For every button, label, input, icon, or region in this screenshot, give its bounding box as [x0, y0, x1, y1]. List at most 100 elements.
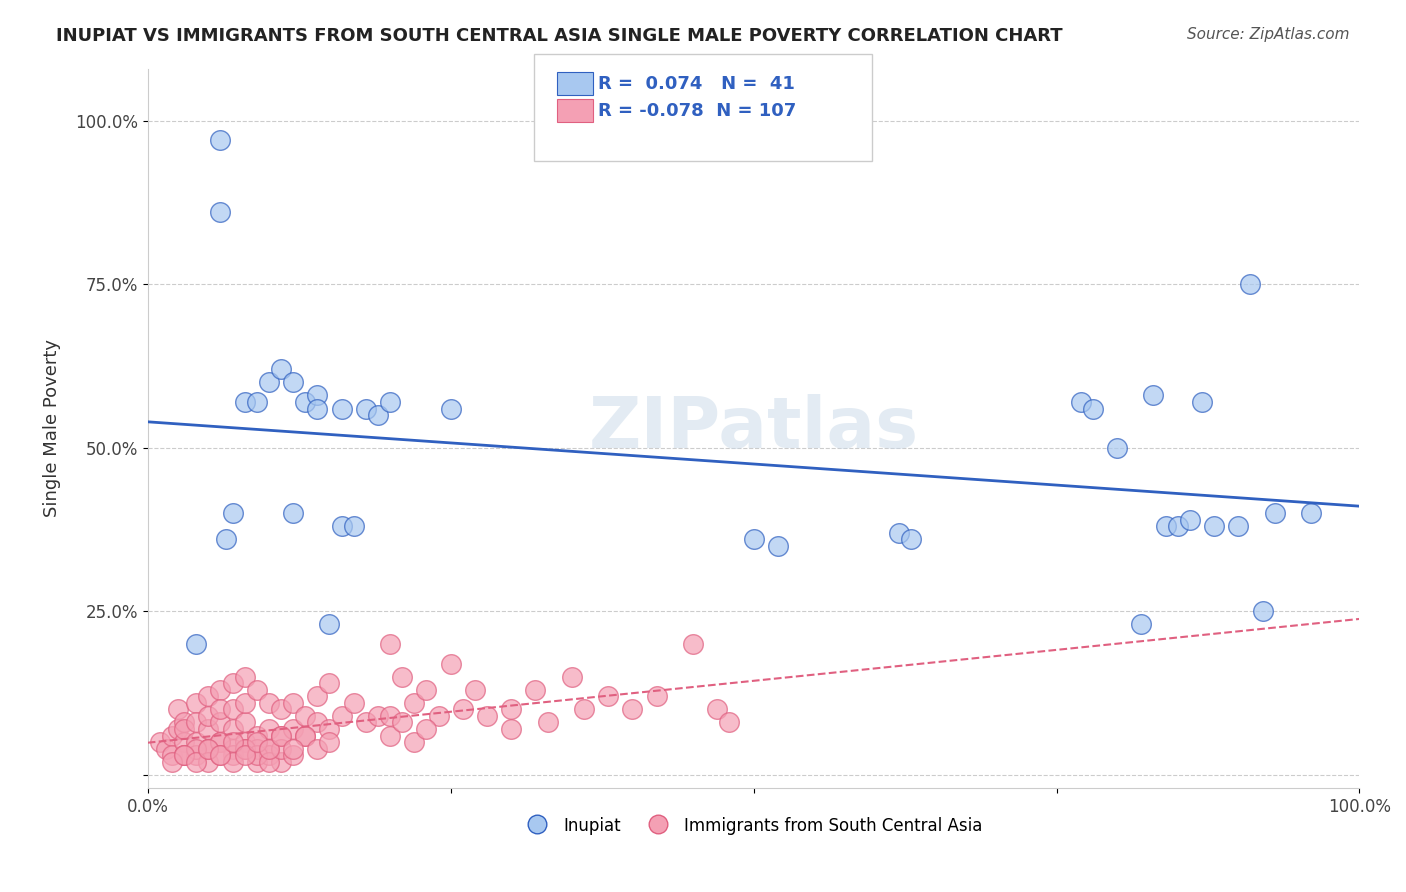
Text: R =  0.074   N =  41: R = 0.074 N = 41	[598, 75, 794, 93]
Point	[561, 670, 583, 684]
Point	[167, 702, 190, 716]
Point	[1130, 617, 1153, 632]
Point	[1142, 388, 1164, 402]
Point	[257, 755, 280, 769]
Point	[294, 395, 316, 409]
Point	[209, 702, 232, 716]
Point	[221, 506, 243, 520]
Point	[415, 722, 437, 736]
Point	[378, 729, 401, 743]
Point	[197, 741, 219, 756]
Point	[1070, 395, 1092, 409]
Point	[173, 715, 195, 730]
Point	[404, 696, 426, 710]
Point	[246, 748, 269, 763]
Point	[501, 722, 523, 736]
Point	[1227, 519, 1250, 533]
Point	[173, 735, 195, 749]
Point	[900, 533, 922, 547]
Point	[197, 741, 219, 756]
Point	[233, 395, 256, 409]
Point	[173, 722, 195, 736]
Point	[354, 715, 377, 730]
Point	[257, 741, 280, 756]
Point	[221, 702, 243, 716]
Point	[246, 755, 269, 769]
Point	[330, 401, 353, 416]
Point	[173, 748, 195, 763]
Point	[173, 748, 195, 763]
Point	[160, 748, 183, 763]
Point	[221, 676, 243, 690]
Point	[281, 696, 304, 710]
Point	[307, 388, 329, 402]
Point	[1107, 441, 1129, 455]
Point	[367, 408, 389, 422]
Point	[572, 702, 595, 716]
Point	[270, 741, 292, 756]
Point	[645, 690, 668, 704]
Point	[427, 709, 450, 723]
Point	[155, 741, 177, 756]
Point	[270, 755, 292, 769]
Point	[1178, 513, 1201, 527]
Point	[221, 722, 243, 736]
Point	[270, 729, 292, 743]
Point	[307, 690, 329, 704]
Point	[294, 729, 316, 743]
Point	[464, 682, 486, 697]
Point	[186, 748, 208, 763]
Point	[160, 755, 183, 769]
Point	[682, 637, 704, 651]
Point	[378, 709, 401, 723]
Point	[209, 715, 232, 730]
Point	[221, 748, 243, 763]
Point	[197, 709, 219, 723]
Point	[318, 735, 340, 749]
Point	[186, 735, 208, 749]
Point	[221, 741, 243, 756]
Point	[367, 709, 389, 723]
Point	[197, 722, 219, 736]
Point	[246, 735, 269, 749]
Point	[186, 696, 208, 710]
Point	[209, 205, 232, 219]
Point	[233, 735, 256, 749]
Text: Source: ZipAtlas.com: Source: ZipAtlas.com	[1187, 27, 1350, 42]
Point	[330, 519, 353, 533]
Point	[186, 715, 208, 730]
Point	[257, 696, 280, 710]
Point	[281, 376, 304, 390]
Point	[887, 525, 910, 540]
Point	[440, 401, 463, 416]
Point	[257, 741, 280, 756]
Point	[186, 755, 208, 769]
Point	[318, 722, 340, 736]
Text: R = -0.078  N = 107: R = -0.078 N = 107	[598, 102, 796, 120]
Point	[221, 755, 243, 769]
Point	[1167, 519, 1189, 533]
Point	[233, 670, 256, 684]
Point	[1251, 604, 1274, 618]
Point	[598, 690, 620, 704]
Point	[742, 533, 765, 547]
Point	[246, 395, 269, 409]
Point	[1191, 395, 1213, 409]
Point	[1299, 506, 1322, 520]
Point	[209, 682, 232, 697]
Point	[378, 637, 401, 651]
Point	[1154, 519, 1177, 533]
Point	[404, 735, 426, 749]
Point	[281, 506, 304, 520]
Point	[706, 702, 728, 716]
Point	[718, 715, 741, 730]
Point	[160, 729, 183, 743]
Point	[257, 748, 280, 763]
Point	[209, 133, 232, 147]
Point	[501, 702, 523, 716]
Point	[149, 735, 172, 749]
Point	[475, 709, 498, 723]
Legend: Inupiat, Immigrants from South Central Asia: Inupiat, Immigrants from South Central A…	[516, 807, 991, 844]
Point	[391, 715, 413, 730]
Point	[294, 729, 316, 743]
